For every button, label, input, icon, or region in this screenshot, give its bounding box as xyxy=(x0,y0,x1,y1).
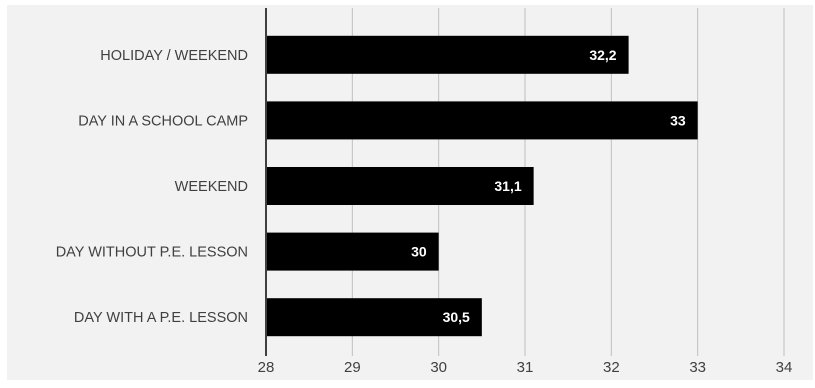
data-label: 32,2 xyxy=(589,47,616,63)
bar xyxy=(266,35,629,74)
bar xyxy=(266,232,439,271)
x-tick-label: 34 xyxy=(776,359,793,376)
bar xyxy=(266,167,534,205)
x-tick-label: 29 xyxy=(344,359,361,376)
x-tick-label: 32 xyxy=(603,359,620,376)
x-tick-label: 28 xyxy=(258,359,275,376)
x-tick-labels: 28 29 30 31 32 33 34 xyxy=(258,359,793,376)
data-label: 30,5 xyxy=(443,309,470,325)
data-label: 30 xyxy=(411,244,427,260)
category-label: DAY IN A SCHOOL CAMP xyxy=(78,113,248,129)
bars: 32,2 33 31,1 30 30,5 xyxy=(266,35,698,337)
category-label: DAY WITH A P.E. LESSON xyxy=(74,310,248,326)
category-label: WEEKEND xyxy=(175,179,248,195)
data-label: 33 xyxy=(670,112,686,128)
category-label: DAY WITHOUT P.E. LESSON xyxy=(56,245,248,261)
bar xyxy=(266,298,482,337)
x-tick-label: 33 xyxy=(689,359,706,376)
category-labels: HOLIDAY / WEEKEND DAY IN A SCHOOL CAMP WEE… xyxy=(56,48,248,326)
x-tick-label: 31 xyxy=(517,359,534,376)
category-label: HOLIDAY / WEEKEND xyxy=(100,48,248,64)
bar xyxy=(266,101,698,140)
data-label: 31,1 xyxy=(494,178,521,194)
x-tick-label: 30 xyxy=(430,359,447,376)
